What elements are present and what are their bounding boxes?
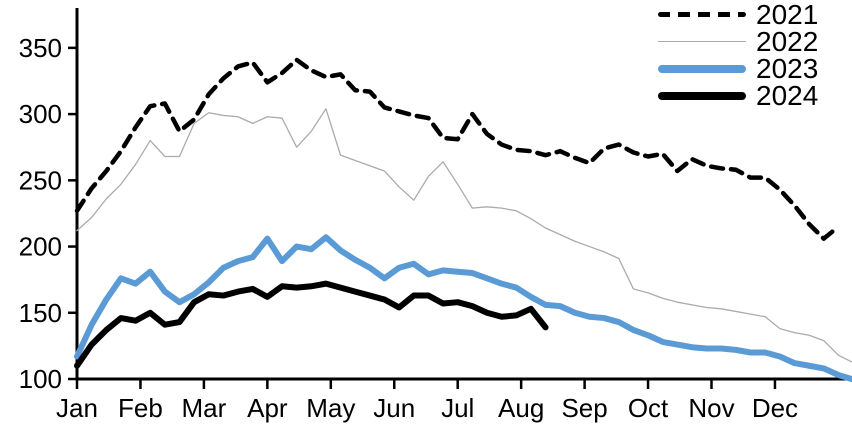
series-line-2023 [74, 234, 852, 382]
series-line-2022 [76, 108, 852, 363]
legend-line-sample-black [658, 91, 746, 100]
legend-row-2022: 2022 [658, 26, 819, 57]
legend-label-2021: 2021 [756, 0, 819, 30]
x-axis-tick-label: Oct [628, 393, 669, 423]
x-axis-tick-label: Feb [118, 393, 163, 423]
x-axis-tick-label: Nov [688, 393, 734, 423]
legend-label-2024: 2024 [756, 80, 819, 111]
x-axis-tick-label: Dec [752, 393, 798, 423]
legend-line-sample-dashed [658, 12, 746, 17]
legend-line-sample-gray [658, 41, 746, 42]
legend-row-2023: 2023 [658, 53, 819, 84]
y-axis-tick-label: 200 [19, 232, 62, 262]
legend-row-2021: 2021 [658, 0, 819, 30]
series-line-2021 [74, 57, 841, 241]
chart-legend: 2021 2022 2023 2024 [658, 0, 819, 111]
series-line-2024 [74, 280, 549, 369]
y-axis-tick-label: 300 [19, 99, 62, 129]
y-axis-tick-label: 250 [19, 165, 62, 195]
x-axis-tick-label: Sep [561, 393, 607, 423]
x-axis-tick-label: May [306, 393, 355, 423]
y-axis-tick-label: 150 [19, 298, 62, 328]
x-axis-tick-label: Mar [182, 393, 227, 423]
x-axis-tick-label: Jun [373, 393, 415, 423]
legend-label-2023: 2023 [756, 53, 819, 84]
x-axis-tick-label: Aug [498, 393, 544, 423]
legend-row-2024: 2024 [658, 80, 819, 111]
y-axis-tick-label: 350 [19, 33, 62, 63]
legend-label-2022: 2022 [756, 26, 819, 57]
x-axis-tick-label: Jul [441, 393, 474, 423]
y-axis-tick-label: 100 [19, 364, 62, 394]
x-axis-tick-label: Jan [56, 393, 98, 423]
x-axis-tick-label: Apr [247, 393, 288, 423]
legend-line-sample-blue [658, 64, 746, 73]
